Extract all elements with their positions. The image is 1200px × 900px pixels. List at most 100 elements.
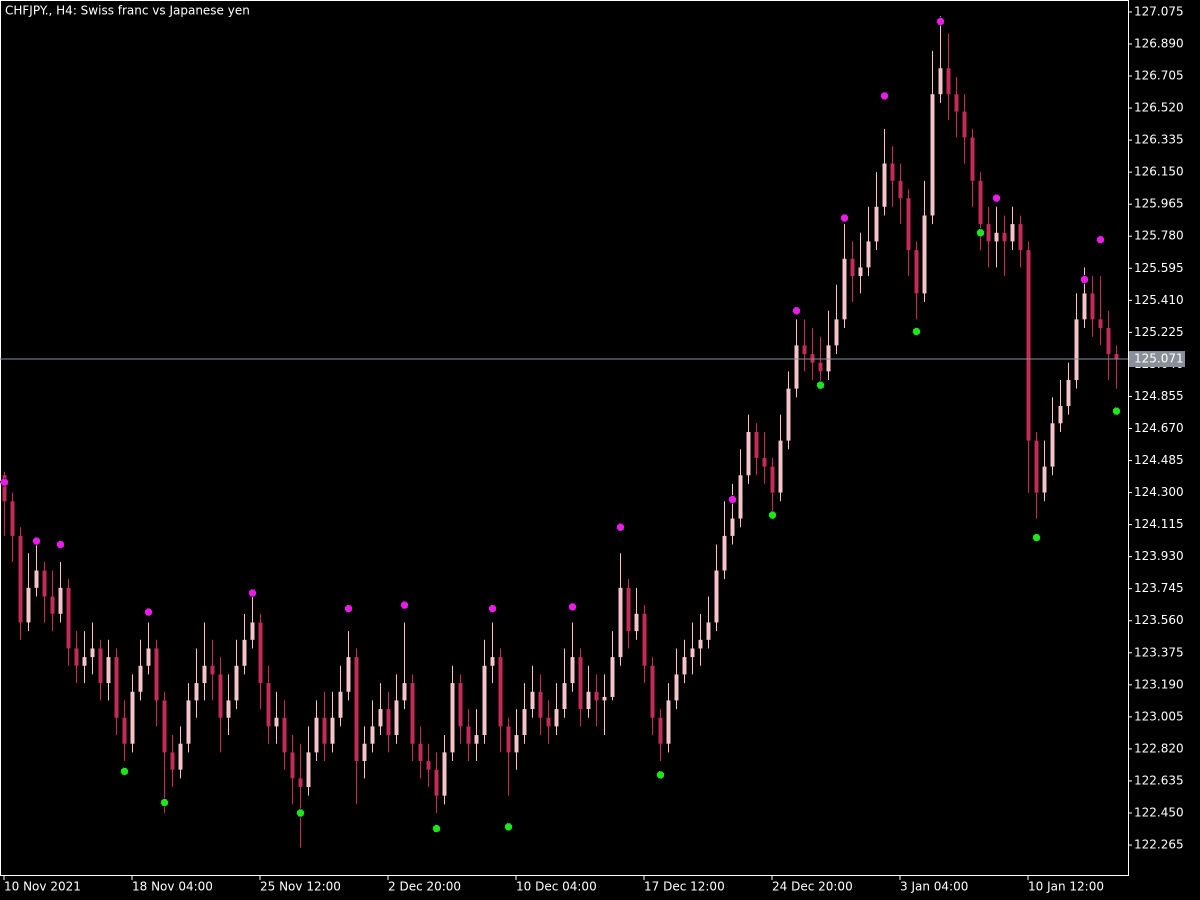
fractal-marker <box>504 822 513 832</box>
candle-body <box>610 657 615 697</box>
y-tick-label: 125.410 <box>1134 293 1184 307</box>
fractal-marker <box>344 604 353 614</box>
candle-body <box>90 648 95 658</box>
fractal-marker <box>816 380 825 390</box>
candle-body <box>786 388 791 441</box>
candle-body <box>330 717 335 744</box>
candle-body <box>74 648 79 666</box>
candle-body <box>514 735 519 753</box>
candle-body <box>98 648 103 684</box>
candle-body <box>618 587 623 658</box>
candle-body <box>210 665 215 675</box>
candle-body <box>538 691 543 718</box>
candle-body <box>954 94 959 112</box>
chart-title: CHFJPY., H4: Swiss franc vs Japanese yen <box>5 4 250 18</box>
candle-body <box>362 743 367 762</box>
x-tick-label: 10 Dec 04:00 <box>516 880 597 894</box>
candle-body <box>418 743 423 762</box>
candle-body <box>346 657 351 692</box>
candle-body <box>58 587 63 614</box>
fractal-marker <box>56 540 65 549</box>
candle-body <box>562 683 567 710</box>
fractal-marker <box>1096 235 1105 245</box>
candle-body <box>130 691 135 744</box>
fractal-marker <box>488 604 497 614</box>
candle-body <box>434 769 439 796</box>
y-tick-label: 123.560 <box>1134 613 1184 627</box>
x-tick-label: 17 Dec 12:00 <box>644 880 725 894</box>
candle-body <box>546 717 551 727</box>
candle-body <box>930 94 935 216</box>
candle-body <box>42 570 47 597</box>
x-tick-label: 10 Jan 12:00 <box>1028 880 1104 894</box>
fractal-marker <box>568 602 577 612</box>
candle-body <box>810 354 815 363</box>
y-tick-label: 123.190 <box>1134 677 1184 691</box>
candle-body <box>634 613 639 632</box>
y-tick-label: 125.595 <box>1134 261 1184 275</box>
x-tick-label: 24 Dec 20:00 <box>772 880 853 894</box>
candle-body <box>82 657 87 666</box>
candle-body <box>970 137 975 181</box>
candle-body <box>18 535 23 623</box>
fractal-marker <box>296 808 305 818</box>
fractal-marker <box>32 536 41 546</box>
candle-body <box>1098 319 1103 329</box>
candle-body <box>1074 319 1079 380</box>
candle-body <box>994 232 999 242</box>
candle-body <box>146 648 151 666</box>
candle-body <box>202 665 207 684</box>
candle-body <box>666 700 671 744</box>
candle-body <box>882 163 887 207</box>
fractal-marker <box>432 824 441 833</box>
candle-body <box>658 717 663 744</box>
fractal-marker <box>992 193 1001 203</box>
candle-body <box>282 717 287 753</box>
y-tick-label: 122.820 <box>1134 741 1184 755</box>
candle-body <box>682 657 687 675</box>
candle-body <box>850 258 855 277</box>
candle-body <box>354 657 359 762</box>
candle-body <box>754 431 759 458</box>
candle-body <box>570 657 575 684</box>
y-tick-label: 122.265 <box>1134 838 1184 852</box>
candle-body <box>1082 293 1087 320</box>
candle-body <box>218 674 223 718</box>
candle-body <box>794 345 799 389</box>
y-tick-label: 126.335 <box>1134 133 1184 147</box>
candle-body <box>594 691 599 701</box>
y-tick-label: 126.705 <box>1134 69 1184 83</box>
candle-body <box>402 683 407 701</box>
candle-body <box>778 440 783 493</box>
candle-body <box>138 665 143 692</box>
candle-body <box>826 345 831 372</box>
candle-body <box>314 717 319 753</box>
fractal-marker <box>1080 275 1089 284</box>
candle-body <box>458 683 463 727</box>
candle-body <box>306 752 311 788</box>
last-price-label: 125.071 <box>1134 352 1184 366</box>
candle-body <box>978 180 983 225</box>
candle-body <box>706 622 711 640</box>
candle-body <box>178 743 183 770</box>
candle-body <box>242 639 247 666</box>
fractal-marker <box>248 588 257 598</box>
candle-body <box>858 267 863 277</box>
candle-body <box>1034 440 1039 493</box>
candle-body <box>746 431 751 476</box>
y-tick-label: 125.965 <box>1134 197 1184 211</box>
candle-body <box>266 683 271 727</box>
candle-body <box>1026 250 1031 441</box>
candle-body <box>890 163 895 181</box>
candle-body <box>866 241 871 268</box>
candle-body <box>906 198 911 251</box>
candle-body <box>602 696 607 701</box>
candle-body <box>370 726 375 744</box>
y-tick-label: 124.855 <box>1134 389 1184 403</box>
candle-body <box>114 657 119 718</box>
candle-body <box>10 501 15 536</box>
y-tick-label: 124.485 <box>1134 453 1184 467</box>
candle-body <box>386 709 391 736</box>
candle-body <box>898 180 903 199</box>
